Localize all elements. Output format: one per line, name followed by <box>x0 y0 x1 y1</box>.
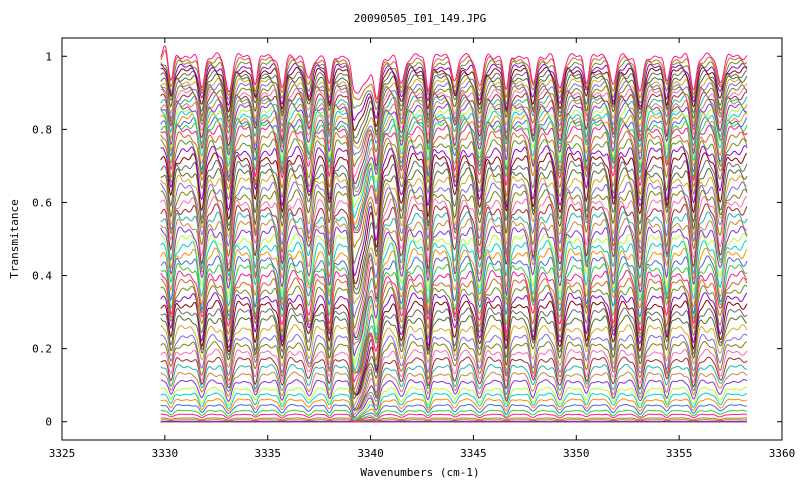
series-line <box>160 49 748 104</box>
x-tick-label: 3360 <box>769 447 796 460</box>
series-line <box>160 314 748 400</box>
series-line <box>160 299 748 396</box>
series-line <box>160 386 748 419</box>
series-line <box>160 403 748 420</box>
series-line <box>160 324 748 407</box>
x-tick-label: 3350 <box>563 447 590 460</box>
x-tick-label: 3340 <box>357 447 384 460</box>
series-line <box>160 292 748 396</box>
series-line <box>160 348 748 411</box>
series-line <box>160 44 748 101</box>
series-line <box>160 130 748 249</box>
series-line <box>160 269 748 383</box>
series-line <box>160 392 748 419</box>
y-tick-label: 0.8 <box>32 123 52 136</box>
series-line <box>160 379 748 418</box>
chart-title: 20090505_I01_149.JPG <box>354 12 486 25</box>
y-tick-label: 0.6 <box>32 196 52 209</box>
x-tick-label: 3330 <box>152 447 179 460</box>
series-line <box>160 255 748 374</box>
series-line <box>160 262 748 375</box>
x-tick-label: 3335 <box>254 447 281 460</box>
x-tick-label: 3325 <box>49 447 76 460</box>
y-tick-label: 0.4 <box>32 270 52 283</box>
series-line <box>160 398 748 419</box>
series-line <box>160 211 748 341</box>
series-line <box>160 419 747 422</box>
x-axis-ticks: 3325 3330 3335 3340 3345 3350 3355 3360 <box>49 38 796 460</box>
x-tick-label: 3345 <box>460 447 487 460</box>
y-axis-ticks: 0 0.2 0.4 0.6 0.8 1 <box>32 50 782 429</box>
series-line <box>160 167 748 295</box>
series-line <box>160 333 748 411</box>
series-line <box>160 225 748 357</box>
y-tick-label: 1 <box>45 50 52 63</box>
series-line <box>160 138 748 265</box>
series-line <box>160 356 748 410</box>
series-line <box>160 77 748 149</box>
x-axis-label: Wavenumbers (cm-1) <box>360 466 479 479</box>
y-tick-label: 0 <box>45 416 52 429</box>
series-line <box>160 120 748 232</box>
series-line <box>160 363 748 412</box>
series-line <box>160 73 748 144</box>
y-axis-label: Transmitance <box>8 199 21 278</box>
series-line <box>160 181 748 319</box>
series-line <box>160 203 748 339</box>
series-line <box>160 341 748 411</box>
series-line <box>160 409 748 421</box>
x-tick-label: 3355 <box>666 447 693 460</box>
series-line <box>160 307 748 395</box>
series-line <box>160 218 748 346</box>
series-line <box>160 98 748 193</box>
series-line <box>160 413 748 422</box>
series-line <box>160 59 748 111</box>
series-group <box>160 44 748 423</box>
series-line <box>160 417 747 422</box>
series-line <box>160 159 748 290</box>
series-line <box>160 174 748 305</box>
series-line <box>160 371 748 416</box>
series-line <box>160 247 748 373</box>
y-tick-label: 0.2 <box>32 343 52 356</box>
plot-frame <box>61 37 783 441</box>
